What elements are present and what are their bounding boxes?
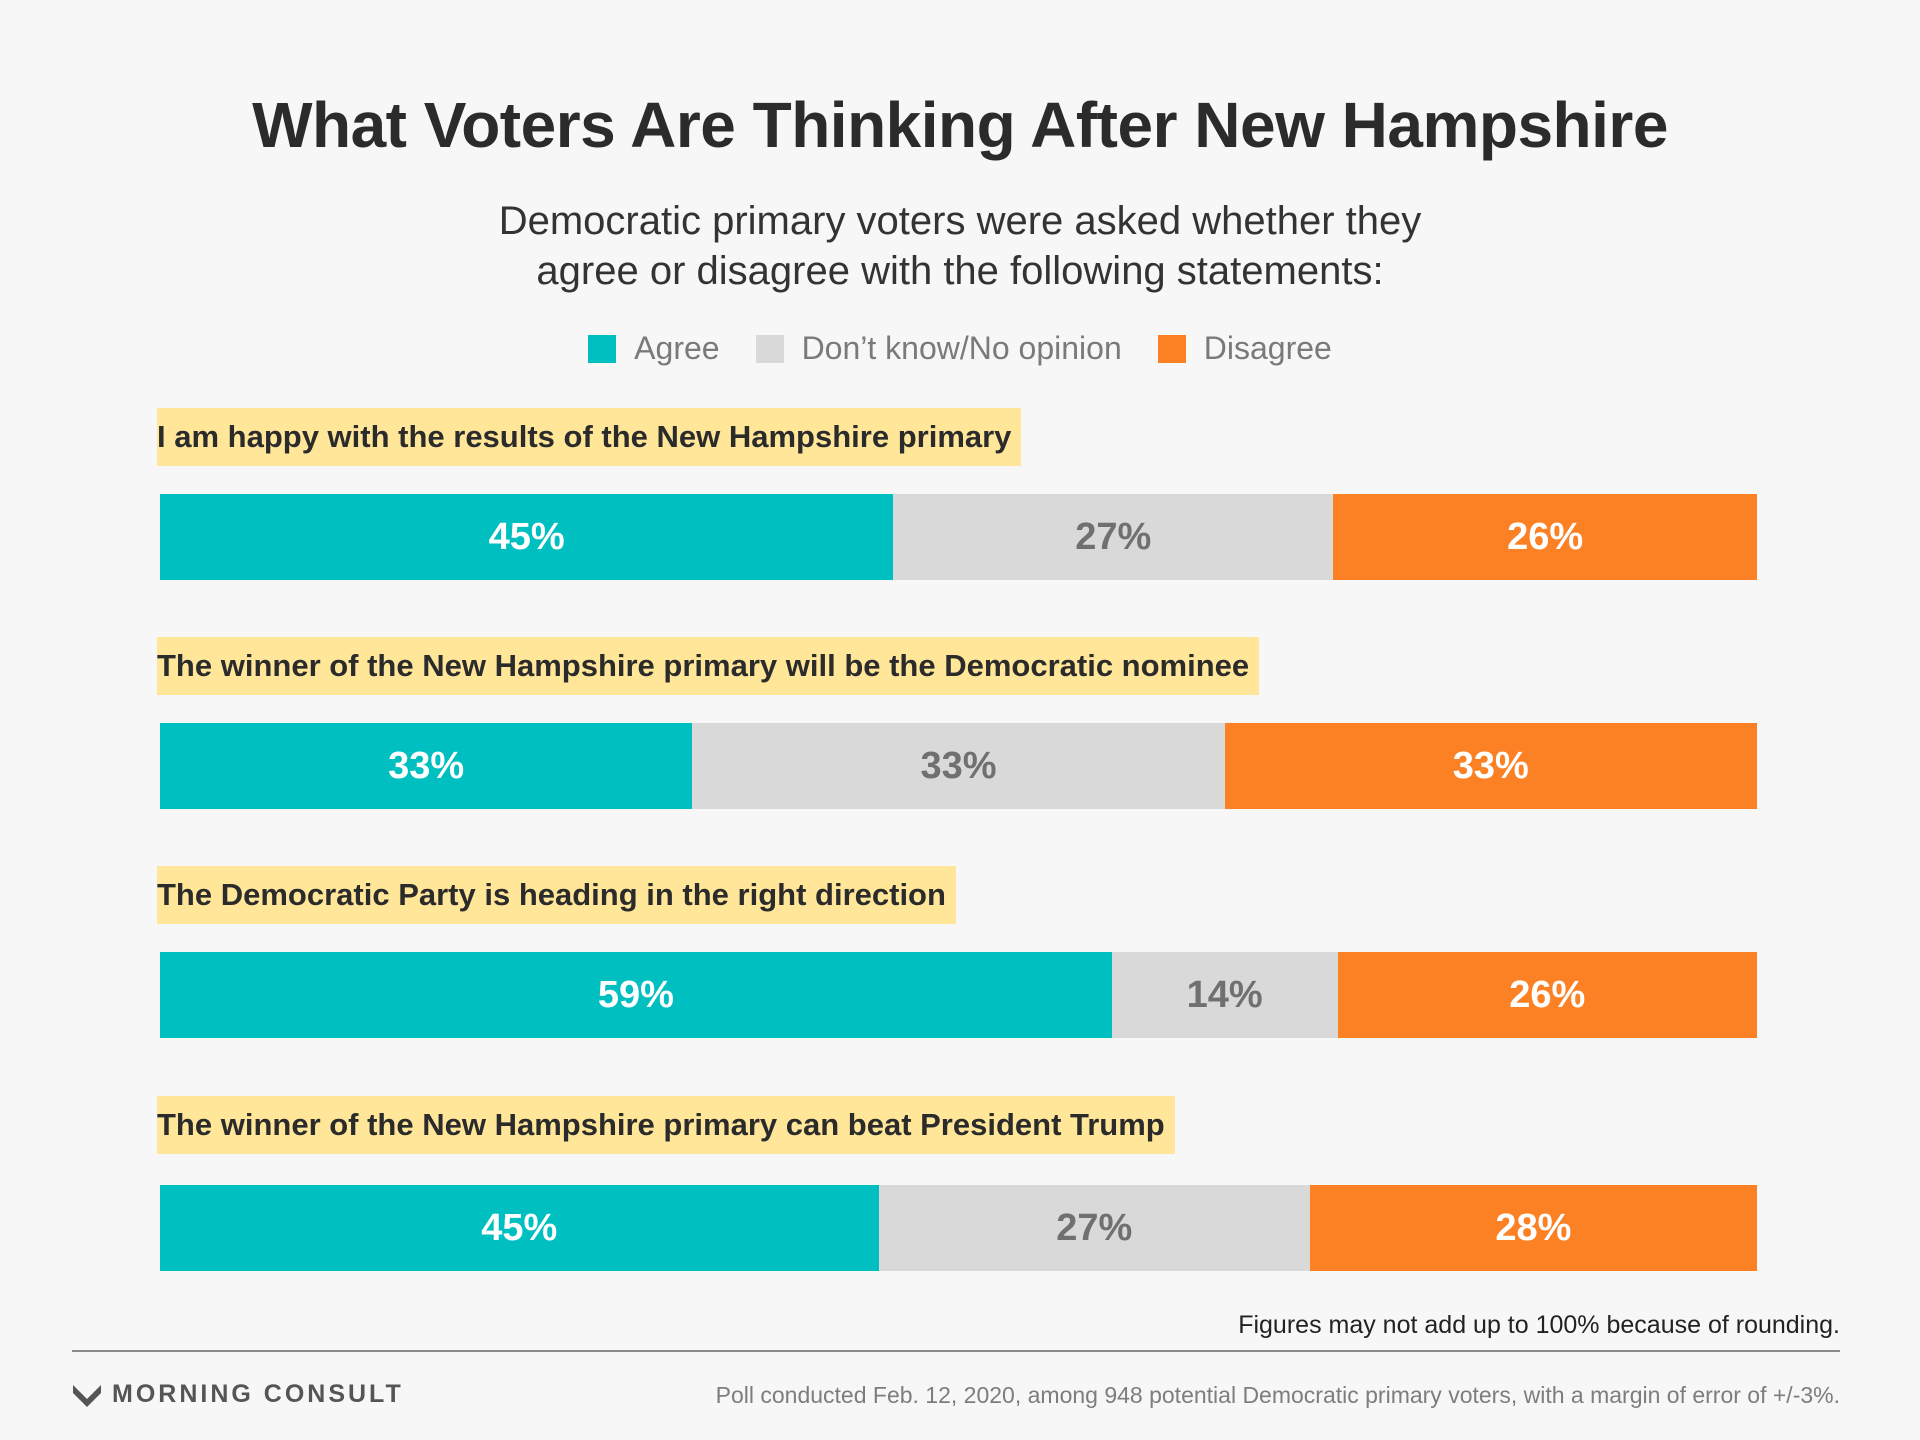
legend-item-agree: Agree xyxy=(588,330,720,367)
data-label-agree-3: 59% xyxy=(597,973,674,1016)
question-label-3: The Democratic Party is heading in the r… xyxy=(157,866,956,924)
question-label-4: The winner of the New Hampshire primary … xyxy=(157,1096,1175,1154)
data-label-agree-4: 45% xyxy=(481,1206,558,1249)
footer-divider xyxy=(72,1350,1840,1352)
chart-title: What Voters Are Thinking After New Hamps… xyxy=(252,89,1668,161)
data-label-disagree-3: 26% xyxy=(1509,973,1586,1016)
legend-swatch-neutral xyxy=(755,334,784,363)
bar-segment-disagree-1: 26% xyxy=(1333,494,1757,580)
subtitle-line-1: Democratic primary voters were asked whe… xyxy=(498,199,1422,243)
bar-segment-disagree-2: 33% xyxy=(1224,723,1757,809)
data-label-agree-1: 45% xyxy=(488,515,565,558)
legend-label-agree: Agree xyxy=(634,330,720,366)
poll-source-note: Poll conducted Feb. 12, 2020, among 948 … xyxy=(715,1382,1840,1408)
brand-name: MORNING CONSULT xyxy=(112,1380,404,1408)
bar-segment-agree-4: 45% xyxy=(160,1185,879,1271)
legend: Agree Don’t know/No opinion Disagree xyxy=(0,330,1920,367)
stacked-bar-4: 45% 27% 28% xyxy=(160,1185,1757,1271)
data-label-disagree-1: 26% xyxy=(1507,515,1584,558)
data-label-neutral-4: 27% xyxy=(1056,1206,1133,1249)
question-label-1: I am happy with the results of the New H… xyxy=(157,408,1022,466)
bar-segment-neutral-3: 14% xyxy=(1111,952,1338,1038)
bar-segment-neutral-4: 27% xyxy=(878,1185,1310,1271)
stacked-bar-2: 33% 33% 33% xyxy=(160,723,1757,809)
question-label-2: The winner of the New Hampshire primary … xyxy=(157,637,1260,695)
data-label-agree-2: 33% xyxy=(388,744,465,787)
data-label-neutral-3: 14% xyxy=(1186,973,1263,1016)
data-label-disagree-2: 33% xyxy=(1452,744,1529,787)
stacked-bar-1: 45% 27% 26% xyxy=(160,494,1757,580)
bar-segment-agree-3: 59% xyxy=(160,952,1112,1038)
rounding-note: Figures may not add up to 100% because o… xyxy=(1238,1311,1840,1339)
legend-swatch-disagree xyxy=(1157,334,1186,363)
data-label-neutral-1: 27% xyxy=(1075,515,1152,558)
stacked-bar-3: 59% 14% 26% xyxy=(160,952,1757,1038)
chart-subtitle: Democratic primary voters were asked whe… xyxy=(360,196,1560,296)
bar-segment-neutral-1: 27% xyxy=(893,494,1334,580)
subtitle-line-2: agree or disagree with the following sta… xyxy=(536,249,1384,293)
bar-segment-agree-1: 45% xyxy=(160,494,894,580)
legend-label-disagree: Disagree xyxy=(1203,330,1332,366)
bar-segment-agree-2: 33% xyxy=(160,723,693,809)
legend-swatch-agree xyxy=(588,334,617,363)
bar-segment-disagree-3: 26% xyxy=(1337,952,1757,1038)
morning-consult-logo-icon xyxy=(73,1384,101,1407)
legend-item-disagree: Disagree xyxy=(1157,330,1332,367)
data-label-neutral-2: 33% xyxy=(920,744,997,787)
legend-item-neutral: Don’t know/No opinion xyxy=(755,330,1122,367)
bar-segment-neutral-2: 33% xyxy=(692,723,1225,809)
legend-label-neutral: Don’t know/No opinion xyxy=(801,330,1122,366)
bar-segment-disagree-4: 28% xyxy=(1309,1185,1757,1271)
brand-logo: MORNING CONSULT xyxy=(72,1380,404,1409)
data-label-disagree-4: 28% xyxy=(1495,1206,1572,1249)
